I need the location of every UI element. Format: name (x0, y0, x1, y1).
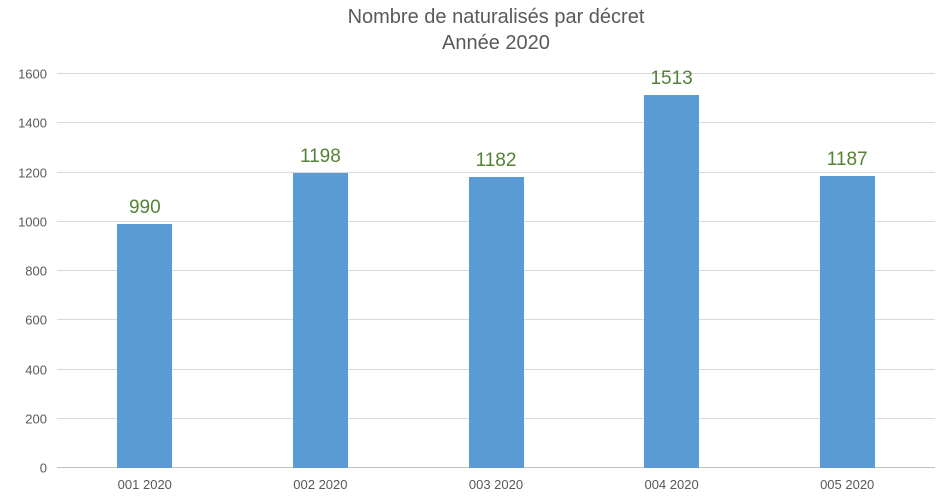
bar-001-2020 (117, 224, 173, 468)
bar-003-2020 (468, 176, 524, 468)
chart-title-block: Nombre de naturalisés par décret Année 2… (57, 4, 935, 56)
gridline (57, 122, 935, 124)
gridline (57, 73, 935, 74)
y-tick-label: 1600 (18, 66, 47, 82)
chart-title: Nombre de naturalisés par décret (347, 6, 645, 28)
bar-002-2020 (292, 173, 348, 468)
y-tick-label: 600 (25, 312, 47, 328)
x-tick-label: 003 2020 (468, 477, 524, 492)
x-tick-label: 005 2020 (820, 477, 875, 492)
x-tick-label: 004 2020 (644, 477, 699, 492)
y-tick-label: 200 (25, 411, 47, 427)
bar-value-label: 1182 (475, 149, 517, 171)
bar-004-2020 (644, 95, 700, 468)
bar-value-label: 1198 (299, 146, 341, 167)
y-tick-label: 1400 (18, 115, 47, 131)
plot-area: 0 200 400 600 800 1000 1200 1400 1600 990 001 2020… (18, 67, 935, 492)
y-tick-label: 1200 (18, 165, 47, 180)
bar-value-label: 1513 (650, 68, 693, 90)
bar-value-label: 990 (128, 197, 161, 219)
bar-value-label: 1187 (826, 148, 868, 170)
y-tick-label: 0 (39, 460, 47, 476)
y-tick-label: 800 (25, 263, 47, 279)
y-tick-label: 400 (25, 362, 47, 377)
x-tick-label: 001 2020 (117, 477, 172, 492)
gridline (57, 171, 935, 173)
chart-subtitle: Année 2020 (442, 32, 550, 54)
y-tick-label: 1000 (18, 214, 47, 230)
bar-005-2020 (819, 175, 875, 468)
x-tick-label: 002 2020 (293, 477, 348, 492)
